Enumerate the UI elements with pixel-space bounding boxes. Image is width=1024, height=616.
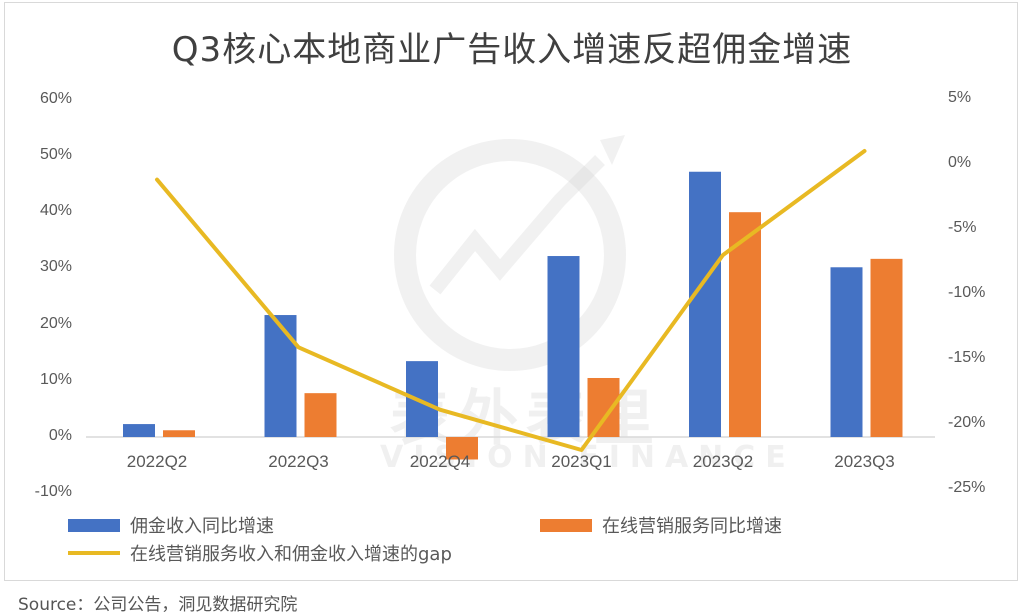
right-tick-label: -20% xyxy=(948,414,986,431)
legend-label: 在线营销服务同比增速 xyxy=(602,516,782,537)
legend-label: 佣金收入同比增速 xyxy=(130,516,274,537)
bar-marketing xyxy=(870,258,903,437)
left-tick-label: -10% xyxy=(34,483,72,501)
chart-title: Q3核心本地商业广告收入增速反超佣金增速 xyxy=(171,30,853,70)
bar-commission xyxy=(264,315,297,437)
right-tick-label: 0% xyxy=(948,154,972,171)
bar-marketing xyxy=(446,437,478,460)
legend-swatch-blue xyxy=(68,518,120,532)
right-tick-label: 5% xyxy=(948,89,972,106)
x-tick-label: 2022Q2 xyxy=(126,452,188,471)
x-tick-label: 2022Q3 xyxy=(268,452,329,471)
bar-commission xyxy=(406,361,438,437)
bar-marketing xyxy=(163,430,195,437)
x-tick-label: 2022Q4 xyxy=(409,452,471,471)
source-note: Source：公司公告，洞见数据研究院 xyxy=(18,595,298,615)
left-tick-label: 50% xyxy=(39,146,72,163)
left-tick-label: 20% xyxy=(39,314,72,332)
bar-commission xyxy=(123,424,155,437)
legend-swatch-orange xyxy=(540,518,592,532)
legend-label: 在线营销服务收入和佣金收入增速的gap xyxy=(130,544,452,565)
x-tick-label: 2023Q3 xyxy=(834,452,895,471)
right-tick-label: -15% xyxy=(948,349,986,366)
legend-commission: 佣金收入同比增速 xyxy=(68,512,274,538)
legend-marketing: 在线营销服务同比增速 xyxy=(540,512,782,538)
line-gap xyxy=(155,149,867,452)
legend-gap: 在线营销服务收入和佣金收入增速的gap xyxy=(68,540,452,566)
bar-commission xyxy=(830,267,863,437)
x-tick-label: 2023Q2 xyxy=(692,452,754,471)
left-tick-label: 30% xyxy=(39,258,72,276)
right-tick-label: -25% xyxy=(948,479,986,496)
bar-marketing xyxy=(304,393,337,437)
left-tick-label: 0% xyxy=(48,427,72,444)
x-tick-label: 2023Q1 xyxy=(551,452,612,471)
left-tick-label: 10% xyxy=(39,370,72,388)
right-tick-label: -5% xyxy=(948,219,977,236)
left-tick-label: 60% xyxy=(39,89,72,107)
bar-commission xyxy=(689,171,721,437)
bar-commission xyxy=(547,256,580,437)
legend-swatch-line xyxy=(68,551,120,555)
left-tick-label: 40% xyxy=(39,202,72,220)
right-tick-label: -10% xyxy=(948,284,986,301)
bar-marketing xyxy=(729,212,761,437)
